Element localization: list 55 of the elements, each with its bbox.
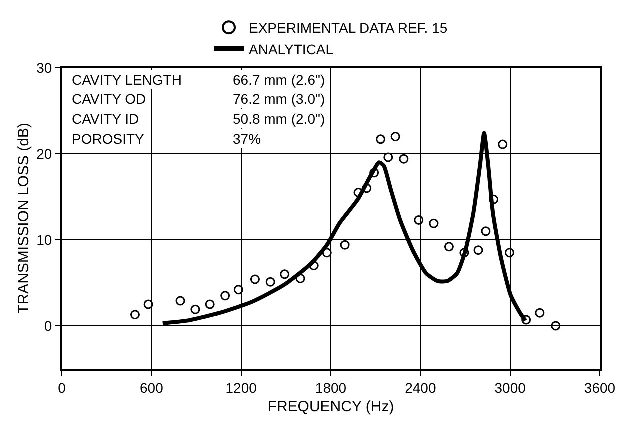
annotation: 50.8 mm (2.0") [233,111,326,127]
point [176,296,186,306]
point [280,270,290,280]
point [429,218,439,228]
y-tick-label: 20 [36,146,52,162]
point [205,300,215,310]
x-axis-title: FREQUENCY (Hz) [268,398,394,416]
point [474,246,484,256]
x-tick-label: 3600 [584,380,616,396]
point [234,285,244,295]
x-tick-label: 1200 [226,380,258,396]
point [488,194,498,204]
point [362,184,372,194]
point [376,134,386,144]
point [322,248,332,258]
point [481,226,491,236]
annotation: CAVITY LENGTH [72,72,182,88]
point [296,274,306,284]
annotation: CAVITY OD [72,91,146,107]
y-tick-label: 30 [36,60,52,76]
point [384,152,394,162]
x-tick-label: 3000 [494,380,526,396]
legend-label: ANALYTICAL [249,41,334,58]
y-tick-label: 10 [36,232,52,248]
x-tick-label: 2400 [405,380,436,396]
point [309,261,319,271]
y-tick-label: 0 [44,318,52,334]
annotation: POROSITY [72,131,146,147]
x-tick-label: 600 [140,380,164,396]
annotation: 37% [233,131,262,147]
point [498,140,508,150]
point [266,277,276,287]
point [535,308,545,318]
point [399,154,409,164]
point [522,315,532,325]
point [414,215,424,225]
x-tick-label: 0 [58,380,66,396]
point [460,248,470,258]
point [250,274,260,284]
annotation: 66.7 mm (2.6") [233,72,326,88]
point [190,304,200,314]
point [504,248,514,258]
point [220,291,230,301]
point [444,242,454,252]
point [551,321,561,331]
point [340,240,350,250]
annotation: CAVITY ID [72,111,140,127]
legend-label: EXPERIMENTAL DATA REF. 15 [249,20,448,36]
y-axis-title: TRANSMISSION LOSS (dB) [15,123,32,314]
point [370,168,380,178]
point [390,132,400,142]
point [130,310,140,320]
x-tick-label: 1800 [315,380,347,396]
point [144,300,154,310]
annotation: 76.2 mm (3.0") [233,91,326,107]
